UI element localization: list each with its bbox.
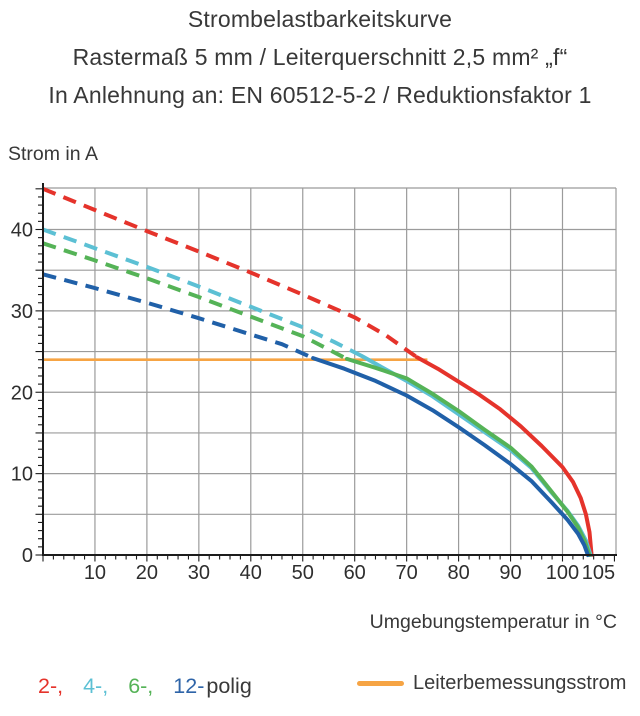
legend-polig-suffix: polig [206,674,252,698]
x-tick-label: 100 [546,562,579,584]
rated-current-line-swatch [357,681,404,686]
y-tick-label: 10 [11,464,33,486]
x-tick-label: 10 [84,562,106,584]
x-tick-label: 80 [447,562,469,584]
y-tick-label: 20 [11,382,33,404]
series-12-polig-solid [311,356,590,557]
legend-pole-counts: 2-, 4-, 6-, 12-polig [38,674,252,699]
y-tick-label: 0 [22,545,33,567]
legend-rated-current: Leiterbemessungsstrom [357,672,626,695]
series-6-polig-dashed [42,241,348,361]
x-tick-label: 90 [499,562,521,584]
x-tick-label: 105 [582,562,615,584]
y-tick-label: 40 [11,220,33,242]
legend: 2-, 4-, 6-, 12-polig Leiterbemessungsstrom [0,672,640,712]
x-tick-label: 30 [188,562,210,584]
chart-title-line3: In Anlehnung an: EN 60512-5-2 / Reduktio… [48,82,592,108]
chart-title-line1: Strombelastbarkeitskurve [187,6,453,32]
y-tick-label: 30 [11,301,33,323]
series-2-polig-dashed [42,186,419,359]
chart-title-block: Strombelastbarkeitskurve Rastermaß 5 mm … [0,0,640,114]
series-6-polig-solid [344,356,592,557]
series-12-polig-dashed [42,272,314,360]
legend-item-4polig: 4-, [83,674,109,698]
derating-chart: 10 20 30 40 50 60 70 80 90 100 105 0 10 20 30 40 [11,183,617,584]
legend-item-6polig: 6-, [128,674,154,698]
series-2-polig-solid [415,355,594,557]
chart-title-line2: Rastermaß 5 mm / Leiterquerschnitt 2,5 m… [72,44,568,70]
rated-current-label: Leiterbemessungsstrom [413,672,627,694]
y-axis-title: Strom in A [8,143,98,165]
x-tick-label: 60 [344,562,366,584]
legend-item-2polig: 2-, [38,674,64,698]
x-tick-label: 20 [136,562,158,584]
x-tick-label: 40 [240,562,262,584]
legend-item-12polig: 12- [173,674,205,698]
series-4-polig-solid [360,354,593,557]
x-tick-label: 70 [396,562,418,584]
x-axis-title: Umgebungstemperatur in °C [369,611,617,633]
x-tick-label: 50 [292,562,314,584]
series-4-polig-dashed [42,227,364,359]
